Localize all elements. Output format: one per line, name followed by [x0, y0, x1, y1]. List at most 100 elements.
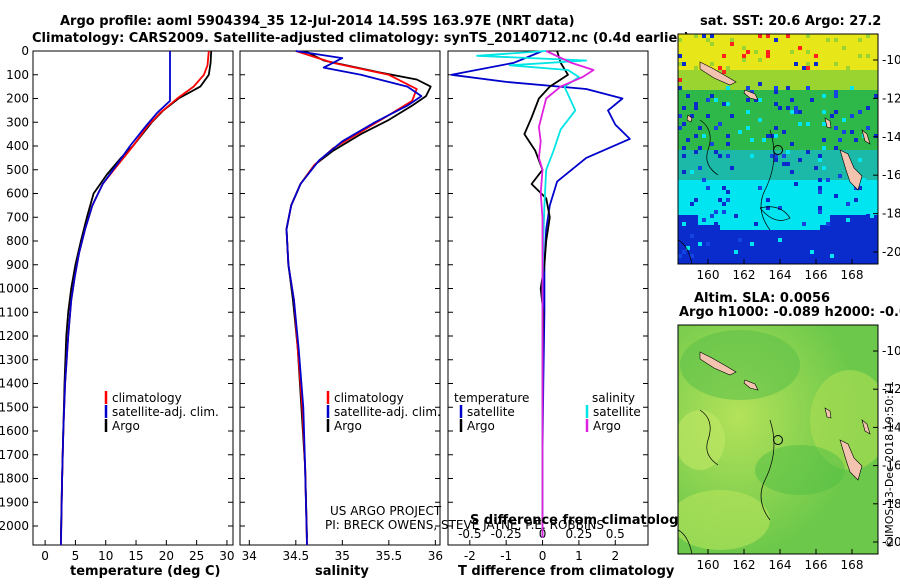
x-tick-label: 30	[219, 549, 234, 563]
map-pixel	[678, 62, 682, 66]
map-pixel	[694, 102, 698, 106]
map-pixel	[734, 214, 738, 218]
x2-tick-label: -0.25	[491, 527, 522, 541]
map-pixel	[690, 74, 694, 78]
x2-tick-label: 0.25	[566, 527, 593, 541]
map-pixel	[678, 78, 682, 82]
difference-xlabel: T difference from climatology	[458, 564, 675, 579]
map-pixel	[722, 202, 726, 206]
x2-tick-label: -0.5	[458, 527, 481, 541]
legend-temperature-heading: temperature	[454, 391, 529, 405]
x-tick-label: -2	[464, 549, 476, 563]
map-pixel	[850, 86, 854, 90]
island-shape	[861, 419, 871, 435]
island-shape	[824, 117, 832, 129]
map-pixel	[830, 254, 834, 258]
map-x-tick-label: 164	[769, 558, 792, 572]
legend-climatology: climatology	[112, 391, 182, 405]
map-pixel	[806, 50, 810, 54]
map-pixel	[858, 38, 862, 42]
map-pixel	[678, 114, 682, 118]
map-pixel	[690, 114, 694, 118]
island-shape	[861, 129, 871, 145]
series-line	[450, 50, 631, 538]
map-pixel	[690, 70, 694, 74]
x-tick-label: 34.5	[282, 549, 309, 563]
map-y-tick-label: -20	[882, 535, 900, 549]
map-pixel	[730, 42, 734, 46]
map-pixel	[726, 66, 730, 70]
map-pixel	[754, 222, 758, 226]
map-pixel	[726, 198, 730, 202]
difference-panel: -2 -1 0 1 2-0.5 -0.25 0 0.25 0.5 T difference fr…	[447, 50, 687, 579]
map-x-tick-label: 168	[841, 268, 864, 282]
figure-title-line2: Climatology: CARS2009. Satellite-adjuste…	[32, 31, 690, 46]
map-pixel	[874, 134, 878, 138]
map-pixel	[866, 214, 870, 218]
map-pixel	[826, 38, 830, 42]
difference-x2label: S difference from climatology	[470, 513, 687, 528]
difference-ticks: -2 -1 0 1 2-0.5 -0.25 0 0.25 0.5	[448, 50, 648, 563]
map-pixel	[722, 186, 726, 190]
map-pixel	[818, 158, 822, 162]
sla-map-title-1: Altim. SLA: 0.0056	[694, 291, 830, 306]
map-pixel	[754, 98, 758, 102]
argo-location-marker	[773, 145, 783, 155]
map-x-tick-label: 160	[697, 558, 720, 572]
island-shape	[839, 439, 863, 481]
map-pixel	[862, 178, 866, 182]
map-pixel	[790, 98, 794, 102]
map-pixel	[826, 178, 830, 182]
map-pixel	[822, 110, 826, 114]
sst-map-raster	[678, 34, 878, 264]
map-x-tick-label: 162	[733, 268, 756, 282]
map-pixel	[718, 122, 722, 126]
island-shape	[699, 351, 737, 376]
map-pixel	[706, 242, 710, 246]
figure-title-line1: Argo profile: aoml 5904394_35 12-Jul-201…	[60, 14, 575, 29]
map-pixel	[694, 106, 698, 110]
map-pixel	[690, 254, 694, 258]
map-pixel	[798, 46, 802, 50]
map-pixel	[818, 190, 822, 194]
map-pixel	[774, 126, 778, 130]
map-pixel	[714, 150, 718, 154]
map-pixel	[758, 82, 762, 86]
map-pixel	[822, 138, 826, 142]
map-pixel	[834, 110, 838, 114]
island-shape	[743, 89, 759, 101]
map-pixel	[682, 222, 686, 226]
x-tick-label: 34	[242, 549, 257, 563]
map-pixel	[750, 242, 754, 246]
map-pixel	[806, 150, 810, 154]
map-pixel	[678, 38, 682, 42]
salinity-plot-frame	[239, 50, 441, 546]
y-tick-label: 0	[21, 44, 29, 58]
map-pixel	[750, 138, 754, 142]
map-pixel	[726, 86, 730, 90]
map-pixel	[718, 198, 722, 202]
map-pixel	[854, 250, 858, 254]
y-tick-label: 1600	[0, 424, 29, 438]
map-pixel	[742, 46, 746, 50]
map-pixel	[802, 66, 806, 70]
map-pixel	[782, 130, 786, 134]
difference-legend: temperature salinity satellite Argo sate…	[454, 391, 641, 433]
map-pixel	[706, 114, 710, 118]
map-y-tick-label: -18	[882, 207, 900, 221]
map-pixel	[778, 238, 782, 242]
map-pixel	[690, 170, 694, 174]
temperature-xlabel: temperature (deg C)	[70, 564, 220, 579]
reef-outline	[759, 206, 791, 221]
map-y-tick-label: -16	[882, 459, 900, 473]
map-x-tick-label: 164	[769, 268, 792, 282]
x-tick-label: 1	[575, 549, 583, 563]
map-pixel	[874, 94, 878, 98]
map-pixel	[778, 206, 782, 210]
project-label: US ARGO PROJECT	[330, 504, 442, 518]
map-x-tick-label: 166	[805, 268, 828, 282]
map-x-tick-label: 168	[841, 558, 864, 572]
map-pixel	[722, 210, 726, 214]
island-shape	[686, 114, 693, 123]
series-line	[538, 50, 595, 538]
